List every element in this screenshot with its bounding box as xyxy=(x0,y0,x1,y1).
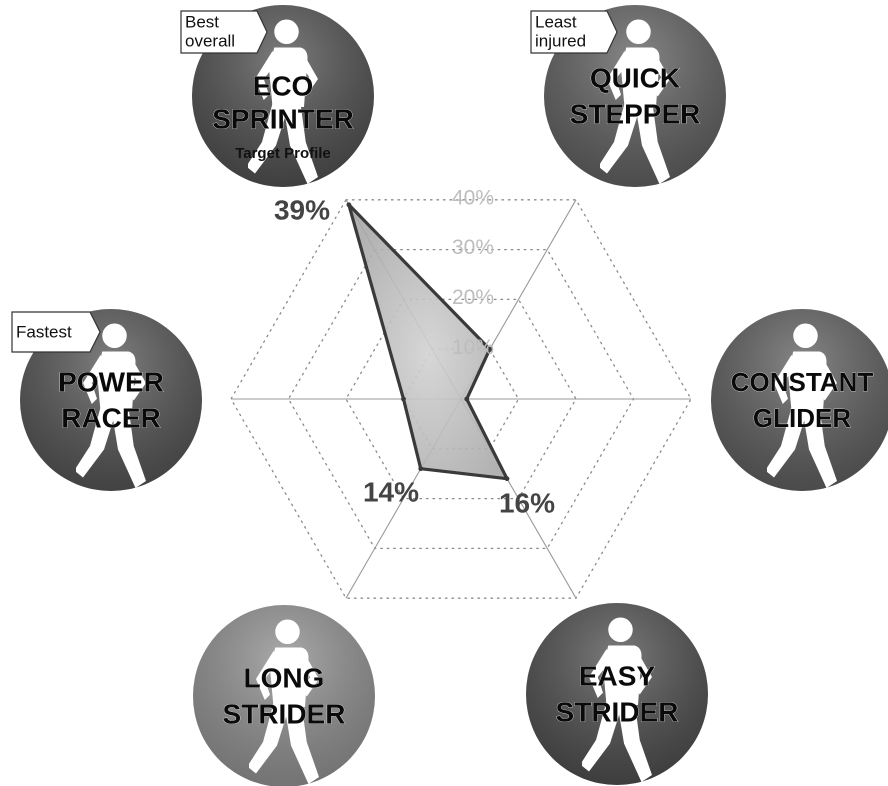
profile-tag-line1: Fastest xyxy=(16,322,72,341)
ring-tick-label: 30% xyxy=(452,236,494,259)
profile-name-line2: STEPPER xyxy=(570,98,701,129)
profile-name-line2: RACER xyxy=(61,402,161,433)
profile-tag-line1: Least xyxy=(535,12,577,31)
ring-tick-label: 40% xyxy=(452,186,494,209)
profile-tag: Fastest xyxy=(11,311,101,353)
profile-tag-box xyxy=(530,10,618,54)
profile-name-line2: SPRINTER xyxy=(212,103,354,134)
data-value-label: 39% xyxy=(274,194,330,225)
data-point xyxy=(401,396,406,402)
data-point xyxy=(464,396,470,402)
profile-tag-box xyxy=(180,10,268,54)
data-value-label: 14% xyxy=(363,476,419,507)
profile-name-line1: LONG xyxy=(244,662,325,693)
profile-name-line1: EASY xyxy=(579,660,656,691)
profile-name-line2: STRIDER xyxy=(556,696,679,727)
profile-badge-easy-strider: EASY STRIDER xyxy=(526,603,708,785)
ring-tick-label: 20% xyxy=(452,286,494,309)
profile-name-line2: GLIDER xyxy=(753,403,851,433)
profile-tag-line2: overall xyxy=(185,31,235,50)
profile-badge-long-strider: LONG STRIDER xyxy=(193,605,375,786)
profile-badge-power-racer: POWER RACER Fastest xyxy=(11,309,202,491)
data-point xyxy=(346,202,352,208)
value-labels: 39% 16% 14% xyxy=(274,194,555,518)
data-point xyxy=(504,476,510,482)
profile-tag-line2: injured xyxy=(535,31,586,50)
data-point xyxy=(487,346,493,352)
data-value-label: 16% xyxy=(499,487,555,518)
profile-tag-line1: Best xyxy=(185,12,219,31)
profile-tag-box xyxy=(11,311,101,353)
profile-name-line2: STRIDER xyxy=(223,698,346,729)
profile-name-line1: ECO xyxy=(253,70,314,101)
profile-name-line1: CONSTANT xyxy=(731,367,874,397)
profile-badge-constant-glider: CONSTANT GLIDER xyxy=(711,309,888,491)
data-point xyxy=(418,466,424,472)
profile-name-line1: QUICK xyxy=(590,62,680,93)
radar-plot: 10% 20% 30% 40% xyxy=(230,186,692,599)
ring-tick-label: 10% xyxy=(452,336,494,359)
profile-subtitle: Target Profile xyxy=(235,145,331,162)
profile-name-line1: POWER xyxy=(58,366,164,397)
